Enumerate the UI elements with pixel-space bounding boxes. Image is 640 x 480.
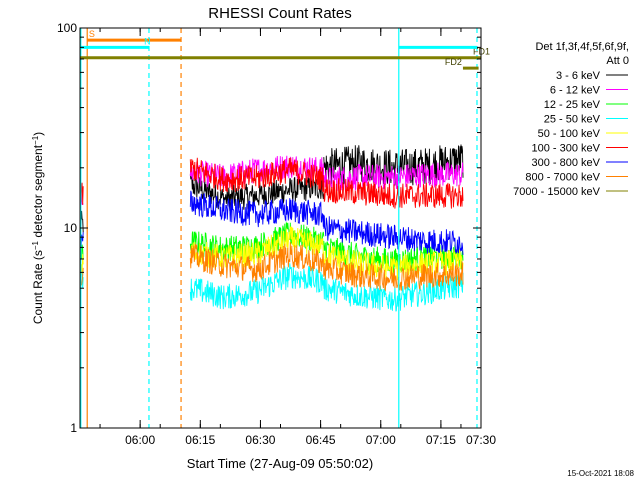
footer-date: 15-Oct-2021 18:08 [567, 469, 634, 478]
series-segment [189, 155, 325, 188]
legend-label: 25 - 50 keV [544, 114, 601, 126]
legend-label: 100 - 300 keV [532, 143, 601, 155]
legend-header-line-2: Att 0 [606, 55, 629, 67]
x-axis-label: Start Time (27-Aug-09 05:50:02) [187, 456, 373, 471]
y-axis-label-sup2: −1 [31, 135, 40, 145]
series-segment [323, 178, 464, 209]
y-axis-label-end: ) [31, 132, 45, 136]
series-3-to-6keV-line [80, 144, 464, 233]
series-segment [323, 244, 464, 281]
x-tick-label: 07:30 [466, 433, 496, 447]
y-axis-label: Count Rate (s−1 detector segment−1) [31, 132, 46, 324]
legend-header-line-1: Det 1f,3f,4f,5f,6f,9f, [535, 41, 629, 53]
y-axis-label-mid: detector segment [31, 144, 45, 241]
series-segment [323, 272, 464, 312]
x-tick-label: 07:00 [366, 433, 396, 447]
x-tick-label: 06:15 [185, 433, 215, 447]
series-segment [189, 190, 325, 228]
y-axis-label-main: Count Rate (s [31, 250, 45, 324]
chart-title: RHESSI Count Rates [208, 5, 351, 22]
legend: Det 1f,3f,4f,5f,6f,9f, Att 0 3 - 6 keV 6 … [513, 41, 629, 198]
axis-ticks: 1 10 100 06:00 06:15 06:30 06:45 07:00 07:15 07:3… [57, 21, 496, 447]
y-tick-label: 1 [70, 421, 77, 435]
legend-entries: 3 - 6 keV 6 - 12 keV 12 - 25 keV 25 - 50 ke… [513, 70, 628, 198]
x-tick-label: 07:15 [426, 433, 456, 447]
legend-label: 6 - 12 keV [550, 85, 601, 97]
series-segment [323, 257, 464, 292]
y-tick-label: 100 [57, 21, 77, 35]
series-segment [189, 174, 325, 212]
series-segment [323, 161, 464, 192]
legend-label: 7000 - 15000 keV [513, 186, 601, 198]
state-bar-label: S [89, 29, 95, 39]
x-tick-label: 06:00 [125, 433, 155, 447]
series-layer [80, 144, 464, 312]
legend-label: 300 - 800 keV [532, 157, 601, 169]
x-tick-label: 06:30 [245, 433, 275, 447]
series-segment [189, 242, 325, 283]
state-bar-label: N [144, 36, 151, 46]
legend-label: 12 - 25 keV [544, 99, 601, 111]
y-tick-label: 10 [64, 221, 78, 235]
series-segment [323, 144, 464, 186]
state-bar-label: FD2 [445, 57, 462, 67]
x-tick-label: 06:45 [306, 433, 336, 447]
series-segment [189, 157, 325, 193]
series-segment [323, 215, 464, 255]
legend-label: 800 - 7000 keV [525, 172, 600, 184]
legend-label: 3 - 6 keV [556, 70, 601, 82]
series-segment [189, 263, 325, 310]
legend-label: 50 - 100 keV [538, 128, 601, 140]
y-axis-label-sup1: −1 [31, 240, 40, 250]
